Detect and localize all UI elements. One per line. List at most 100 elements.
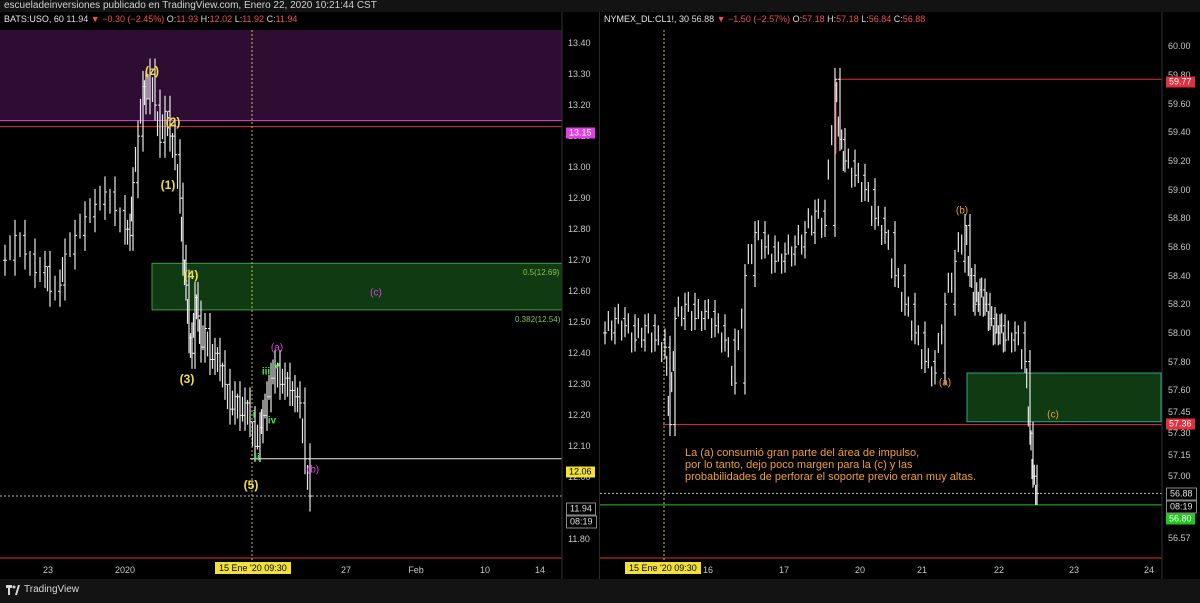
price-tag-last: 56.88 xyxy=(1166,487,1197,501)
cl1-h-label: H: xyxy=(827,14,837,24)
y-tick-label: 58.40 xyxy=(1168,270,1191,281)
y-tick-label: 13.20 xyxy=(568,100,591,111)
x-tick-label: 23 xyxy=(42,565,54,575)
x-tick-label: Feb xyxy=(408,565,424,575)
y-tick-label: 56.57 xyxy=(1168,532,1191,543)
price-tag-low-line: 56.80 xyxy=(1166,513,1195,525)
x-tick-label: 23 xyxy=(1068,565,1080,575)
down-triangle-icon: ▼ xyxy=(90,14,100,24)
y-tick-label: 58.00 xyxy=(1168,327,1191,338)
y-tick-label: 60.00 xyxy=(1168,41,1191,52)
cl1-last: 56.88 xyxy=(691,14,715,24)
y-tick-label: 59.80 xyxy=(1168,69,1191,80)
x-tick-label: 20 xyxy=(854,565,866,575)
publisher-bar: escueladeinversiones publicado en Tradin… xyxy=(0,0,1200,12)
crosshair-time-label: 15 Ene '20 09:30 xyxy=(215,562,291,574)
y-tick-label: 12.30 xyxy=(568,379,591,390)
y-tick-label: 59.00 xyxy=(1168,184,1191,195)
y-tick-label: 12.10 xyxy=(568,441,591,452)
wave-label-b: (b) xyxy=(955,205,969,217)
x-tick-label: 17 xyxy=(778,565,790,575)
y-tick-label: 58.20 xyxy=(1168,299,1191,310)
y-tick-label: 59.20 xyxy=(1168,155,1191,166)
price-tag-support: 12.06 xyxy=(566,466,595,478)
cl1-c-label: C: xyxy=(893,14,903,24)
y-tick-label: 57.45 xyxy=(1168,406,1191,417)
wave-label-c: (c) xyxy=(1047,409,1059,421)
uso-chart-canvas[interactable] xyxy=(0,12,599,579)
uso-o-label: O: xyxy=(166,14,177,24)
uso-l-label: L: xyxy=(234,14,243,24)
wave-label-4: (4) xyxy=(183,268,199,282)
wave-label-iv: iv xyxy=(267,415,277,427)
target-zone xyxy=(966,372,1162,423)
x-tick-label: 24 xyxy=(1143,565,1155,575)
wave-label-b: (b) xyxy=(306,464,320,476)
uso-low: 11.92 xyxy=(242,14,265,24)
y-tick-label: 13.30 xyxy=(568,69,591,80)
y-tick-label: 58.60 xyxy=(1168,241,1191,252)
uso-legend: BATS:USO, 60 11.94 ▼ −0.30 (−2.45%) O:11… xyxy=(4,14,297,24)
y-tick-label: 59.60 xyxy=(1168,98,1191,109)
wave-label-ii: ii xyxy=(254,452,260,464)
analysis-note: La (a) consumió gran parte del área de i… xyxy=(685,447,977,483)
uso-open: 11.93 xyxy=(176,14,199,24)
tradingview-logo-icon xyxy=(6,584,20,595)
cl1-high: 57.18 xyxy=(836,14,859,24)
x-tick-label: 21 xyxy=(916,565,928,575)
chart-pane-uso[interactable]: BATS:USO, 60 11.94 ▼ −0.30 (−2.45%) O:11… xyxy=(0,12,599,579)
wave-label-c: (c) xyxy=(370,287,382,299)
uso-last: 11.94 xyxy=(66,14,89,24)
down-triangle-icon: ▼ xyxy=(716,14,726,24)
y-tick-label: 57.80 xyxy=(1168,356,1191,367)
y-tick-label: 12.80 xyxy=(568,224,591,235)
wave-label-a: (a) xyxy=(270,342,284,354)
wave-label-v: v xyxy=(274,360,280,372)
y-tick-label: 57.15 xyxy=(1168,449,1191,460)
y-tick-label: 12.50 xyxy=(568,317,591,328)
price-tag-resistance: 13.15 xyxy=(566,127,595,139)
x-tick-label: 2020 xyxy=(114,565,136,575)
brand-name: TradingView xyxy=(24,584,80,595)
cl1-close: 56.88 xyxy=(902,14,926,24)
uso-high: 12.02 xyxy=(209,14,233,24)
cl1-l-label: L: xyxy=(861,14,869,24)
x-tick-label: 22 xyxy=(993,565,1005,575)
y-tick-label: 12.90 xyxy=(568,193,591,204)
crosshair-time-label: 15 Ene '20 09:30 xyxy=(625,562,701,574)
wave-label-a: (a) xyxy=(938,377,952,389)
cl1-change: −1.50 (−2.57%) xyxy=(728,14,791,24)
uso-h-label: H: xyxy=(200,14,210,24)
cl1-legend: NYMEX_DL:CL1!, 30 56.88 ▼ −1.50 (−2.57%)… xyxy=(604,14,925,24)
y-tick-label: 13.00 xyxy=(568,162,591,173)
uso-close: 11.94 xyxy=(275,14,298,24)
cl1-o-label: O: xyxy=(792,14,803,24)
chart-pane-cl1[interactable]: NYMEX_DL:CL1!, 30 56.88 ▼ −1.50 (−2.57%)… xyxy=(599,12,1200,579)
y-tick-label: 12.70 xyxy=(568,255,591,266)
fib-zone xyxy=(151,262,563,311)
price-tag-countdown: 08:19 xyxy=(566,515,597,529)
wave-label-2: (2) xyxy=(165,115,181,129)
wave-label-1: (1) xyxy=(160,178,176,192)
y-tick-label: 11.80 xyxy=(568,534,590,545)
y-tick-label: 59.40 xyxy=(1168,127,1191,138)
cl1-low: 56.84 xyxy=(868,14,892,24)
wave-label-5: (5) xyxy=(243,478,259,492)
wave-label-z: (z) xyxy=(145,64,159,78)
price-tag-resistance: 59.77 xyxy=(1166,76,1195,88)
uso-symbol: BATS:USO, 60 xyxy=(4,14,64,24)
uso-change: −0.30 (−2.45%) xyxy=(102,14,165,24)
y-tick-label: 58.80 xyxy=(1168,213,1191,224)
price-tag-last: 11.94 xyxy=(566,502,596,516)
brand[interactable]: TradingView xyxy=(6,584,79,595)
publisher-text: escueladeinversiones publicado en Tradin… xyxy=(4,0,377,11)
cl1-open: 57.18 xyxy=(802,14,825,24)
y-tick-label: 12.20 xyxy=(568,410,591,421)
wave-label-3: (3) xyxy=(179,372,195,386)
cl1-chart-canvas[interactable] xyxy=(600,12,1200,579)
uso-c-label: C: xyxy=(266,14,276,24)
price-tag-countdown: 08:19 xyxy=(1166,500,1197,514)
price-tag-support: 57.36 xyxy=(1166,418,1195,430)
cl1-symbol: NYMEX_DL:CL1!, 30 xyxy=(604,14,690,24)
resistance-zone xyxy=(0,30,562,121)
